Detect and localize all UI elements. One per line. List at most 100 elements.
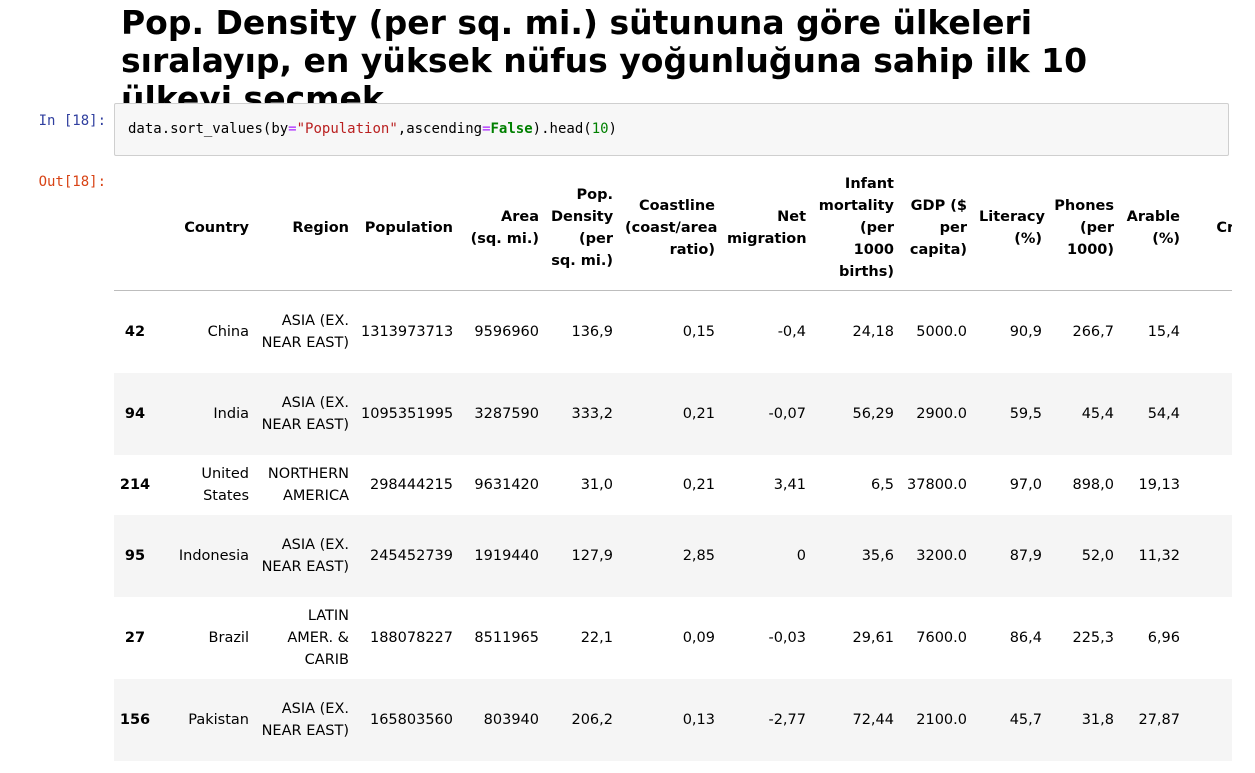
- table-cell: 9631420: [474, 477, 539, 493]
- table-cell: -0,03: [768, 630, 806, 646]
- code-token: head: [549, 121, 584, 137]
- column-header: Arable (%): [1122, 166, 1188, 291]
- column-header: Population: [357, 166, 461, 291]
- table-cell: 3200.0: [916, 548, 967, 564]
- table-cell: 2100.0: [916, 712, 967, 728]
- table-cell: 298444215: [369, 477, 453, 493]
- code-token: ascending: [406, 121, 483, 137]
- code-token: =: [288, 121, 297, 137]
- table-cell: 0: [796, 548, 806, 564]
- table-cell: 86,4: [1009, 630, 1042, 646]
- table-row: 214 United States NORTHERN AMERICA 29844421…: [114, 455, 1232, 515]
- table-row: 156 Pakistan ASIA (EX. NEAR EAST) 165803560…: [114, 679, 1232, 761]
- index-header: [114, 166, 160, 291]
- table-cell: 0,: [1188, 597, 1232, 679]
- input-prompt: In [18]:: [38, 113, 106, 129]
- table-cell: 206,2: [571, 712, 613, 728]
- row-index: 42: [124, 324, 146, 340]
- table-row: 42 China ASIA (EX. NEAR EAST) 1313973713 959…: [114, 291, 1232, 374]
- column-header: Infant mortality (per 1000 births): [814, 166, 902, 291]
- code-token: sort_values: [170, 121, 263, 137]
- table-cell: 24,18: [852, 324, 894, 340]
- table-cell: 333,2: [571, 406, 613, 422]
- table-cell: -0,07: [768, 406, 806, 422]
- code-token: by: [271, 121, 289, 137]
- code-token: ): [532, 121, 542, 137]
- table-cell: -0,4: [777, 324, 806, 340]
- code-token: ,: [397, 121, 407, 137]
- table-cell: 0,09: [682, 630, 715, 646]
- table-cell: 2,7: [1188, 373, 1232, 455]
- code-token: ): [608, 121, 617, 137]
- column-header: Net migration: [723, 166, 814, 291]
- table-cell: Brazil: [208, 630, 249, 646]
- code-token: data: [128, 121, 162, 137]
- column-header: GDP ($ per capita): [902, 166, 975, 291]
- table-cell: Indonesia: [178, 548, 249, 564]
- code-token: (: [262, 121, 272, 137]
- table-cell: 52,0: [1081, 548, 1114, 564]
- table-cell: 898,0: [1072, 477, 1114, 493]
- table-cell: 72,44: [852, 712, 894, 728]
- table-cell: 45,4: [1081, 406, 1114, 422]
- row-index: 94: [124, 406, 146, 422]
- table-cell: 97,0: [1009, 477, 1042, 493]
- code-token: .: [161, 121, 171, 137]
- output-area: Country Region Population Area (sq. mi.) Pop…: [114, 166, 1232, 773]
- code-token: False: [490, 121, 533, 137]
- dataframe: Country Region Population Area (sq. mi.) Pop…: [114, 166, 1232, 761]
- column-header: Phones (per 1000): [1050, 166, 1122, 291]
- table-cell: 2900.0: [916, 406, 967, 422]
- row-index: 27: [124, 630, 146, 646]
- table-cell: 1095351995: [361, 406, 454, 422]
- table-cell: 1313973713: [361, 324, 454, 340]
- table-cell: 0,21: [682, 477, 715, 493]
- table-cell: NORTHERN AMERICA: [267, 466, 349, 504]
- table-cell: China: [207, 324, 249, 340]
- table-cell: ASIA (EX. NEAR EAST): [261, 537, 349, 575]
- code-token: =: [482, 121, 491, 137]
- table-cell: 5000.0: [916, 324, 967, 340]
- output-prompt: Out[18]:: [38, 174, 106, 190]
- code-token: (: [583, 121, 592, 137]
- column-header: Pop. Density (per sq. mi.): [547, 166, 621, 291]
- column-header: Crops (%): [1188, 166, 1232, 291]
- table-cell: 54,4: [1147, 406, 1180, 422]
- header-row: Country Region Population Area (sq. mi.) Pop…: [114, 166, 1232, 291]
- table-cell: 0,15: [682, 324, 715, 340]
- table-cell: 165803560: [369, 712, 453, 728]
- code: data.sort_values(by="Population",ascendi…: [128, 121, 617, 137]
- table-cell: 15,4: [1147, 324, 1180, 340]
- table-cell: 11,32: [1138, 548, 1180, 564]
- table-cell: 19,13: [1138, 477, 1180, 493]
- table-cell: 31,8: [1081, 712, 1114, 728]
- table-cell: 45,7: [1009, 712, 1042, 728]
- code-cell[interactable]: data.sort_values(by="Population",ascendi…: [114, 103, 1229, 156]
- table-cell: 3287590: [474, 406, 539, 422]
- code-token: 10: [591, 121, 609, 137]
- table-cell: 37800.0: [907, 477, 967, 493]
- code-token: "Population": [296, 121, 398, 137]
- table-cell: ASIA (EX. NEAR EAST): [261, 313, 349, 351]
- table-cell: 188078227: [369, 630, 453, 646]
- table-cell: 225,3: [1072, 630, 1114, 646]
- table-cell: 35,6: [861, 548, 894, 564]
- table-cell: 3,41: [773, 477, 806, 493]
- table-cell: 136,9: [571, 324, 613, 340]
- table-cell: United States: [201, 466, 249, 504]
- table-cell: 127,9: [571, 548, 613, 564]
- column-header: Area (sq. mi.): [461, 166, 547, 291]
- table-cell: 7600.0: [916, 630, 967, 646]
- table-cell: 7,2: [1188, 515, 1232, 597]
- table-cell: 22,1: [580, 630, 613, 646]
- table-cell: Pakistan: [188, 712, 249, 728]
- table-cell: -2,77: [768, 712, 806, 728]
- table-cell: 1919440: [474, 548, 539, 564]
- column-header: Coastline (coast/area ratio): [621, 166, 723, 291]
- table-cell: 0,8: [1188, 679, 1232, 761]
- table-cell: 8511965: [474, 630, 539, 646]
- table-cell: ASIA (EX. NEAR EAST): [261, 395, 349, 433]
- table-cell: LATIN AMER. & CARIB: [287, 608, 349, 668]
- markdown-heading: Pop. Density (per sq. mi.) sütununa göre…: [121, 3, 1088, 118]
